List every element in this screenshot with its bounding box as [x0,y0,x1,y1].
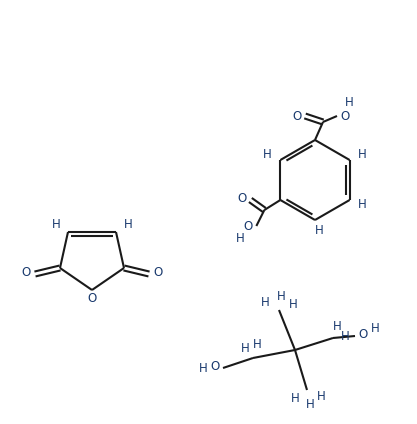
Text: H: H [344,95,353,109]
Text: H: H [261,296,269,309]
Text: H: H [289,298,297,310]
Text: O: O [153,267,163,279]
Text: O: O [244,220,253,232]
Text: O: O [238,192,247,204]
Text: O: O [292,109,301,123]
Text: H: H [333,320,342,332]
Text: H: H [123,218,132,231]
Text: H: H [314,224,323,237]
Text: H: H [198,362,207,374]
Text: H: H [52,218,60,231]
Text: O: O [88,292,97,304]
Text: H: H [236,232,245,245]
Text: H: H [306,398,314,410]
Text: H: H [358,198,367,212]
Text: O: O [210,360,220,373]
Text: H: H [241,341,249,354]
Text: H: H [291,391,299,404]
Text: H: H [371,323,379,335]
Text: H: H [341,329,349,343]
Text: H: H [317,390,325,402]
Text: H: H [253,338,261,351]
Text: O: O [358,327,368,340]
Text: O: O [21,267,30,279]
Text: H: H [276,290,285,302]
Text: H: H [358,148,367,162]
Text: H: H [263,148,272,162]
Text: O: O [340,109,349,123]
